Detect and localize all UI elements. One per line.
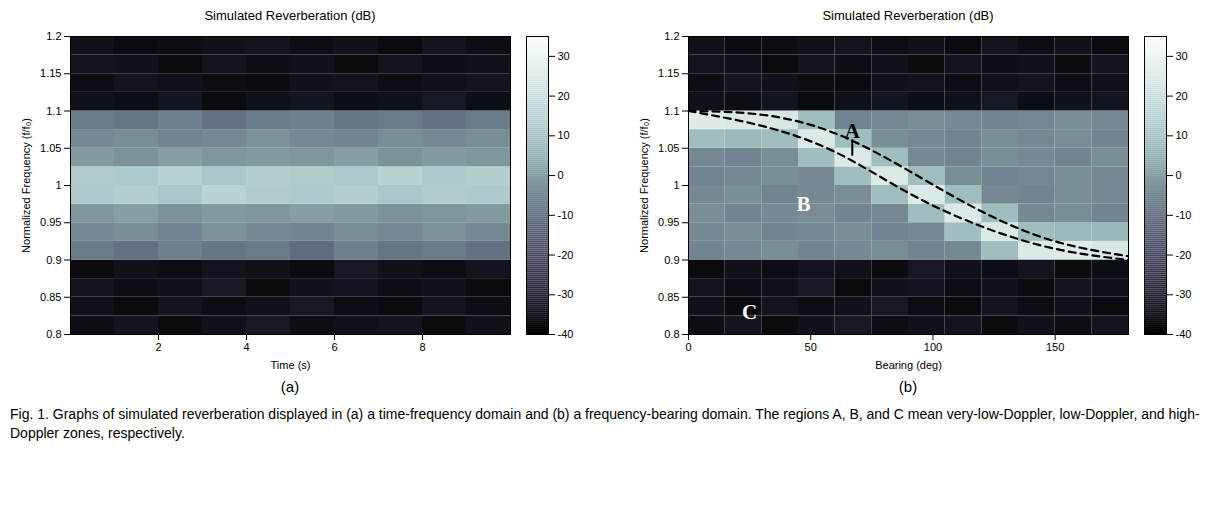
svg-text:6: 6 [331, 341, 337, 353]
svg-text:8: 8 [419, 341, 425, 353]
svg-text:10: 10 [1176, 129, 1188, 141]
svg-text:Bearing (deg): Bearing (deg) [875, 359, 942, 371]
svg-text:-10: -10 [1176, 209, 1192, 221]
svg-text:A: A [845, 119, 861, 143]
svg-text:20: 20 [1176, 90, 1188, 102]
svg-text:20: 20 [558, 90, 570, 102]
svg-text:10: 10 [558, 129, 570, 141]
svg-text:0.85: 0.85 [40, 291, 61, 303]
svg-text:1: 1 [673, 179, 679, 191]
svg-text:-40: -40 [558, 328, 574, 340]
svg-text:30: 30 [558, 50, 570, 62]
svg-text:100: 100 [924, 341, 942, 353]
html-text:Simulated Reverberation (dB): Simulated Reverberation (dB) [822, 8, 994, 23]
svg-text:-20: -20 [558, 249, 574, 261]
svg-text:1.15: 1.15 [40, 67, 61, 79]
svg-text:2: 2 [155, 341, 161, 353]
html-text:Fig. 1. Graphs of simulated re: Fig. 1. Graphs of simulated reverberatio… [10, 406, 1200, 441]
svg-text:4: 4 [243, 341, 249, 353]
svg-text:Normalized Frequency (f/f₀): Normalized Frequency (f/f₀) [20, 118, 32, 253]
svg-text:0.95: 0.95 [40, 216, 61, 228]
svg-text:C: C [742, 300, 757, 324]
svg-text:1: 1 [55, 179, 61, 191]
svg-text:0.85: 0.85 [658, 291, 679, 303]
svg-text:0.8: 0.8 [664, 328, 679, 340]
svg-text:1.2: 1.2 [664, 30, 679, 42]
svg-text:0.95: 0.95 [658, 216, 679, 228]
svg-text:0: 0 [1176, 169, 1182, 181]
svg-text:-30: -30 [558, 288, 574, 300]
svg-text:B: B [796, 192, 810, 216]
svg-text:-40: -40 [1176, 328, 1192, 340]
svg-text:-10: -10 [558, 209, 574, 221]
svg-text:1.15: 1.15 [658, 67, 679, 79]
svg-text:1.1: 1.1 [664, 105, 679, 117]
html-text:(a): (a) [280, 378, 300, 395]
html-text:(b): (b) [898, 378, 918, 395]
svg-text:50: 50 [805, 341, 817, 353]
svg-text:150: 150 [1046, 341, 1064, 353]
svg-text:0.8: 0.8 [46, 328, 61, 340]
svg-text:0.9: 0.9 [46, 254, 61, 266]
html-text:Simulated Reverberation (dB): Simulated Reverberation (dB) [204, 8, 376, 23]
svg-text:1.05: 1.05 [40, 142, 61, 154]
svg-text:1.05: 1.05 [658, 142, 679, 154]
svg-text:0: 0 [558, 169, 564, 181]
svg-text:1.2: 1.2 [46, 30, 61, 42]
svg-text:0: 0 [685, 341, 691, 353]
svg-text:-20: -20 [1176, 249, 1192, 261]
svg-text:-30: -30 [1176, 288, 1192, 300]
svg-text:1.1: 1.1 [46, 105, 61, 117]
svg-text:Normalized Frequency (f/f₀): Normalized Frequency (f/f₀) [638, 118, 650, 253]
svg-text:0.9: 0.9 [664, 254, 679, 266]
svg-text:Time (s): Time (s) [271, 359, 311, 371]
svg-text:30: 30 [1176, 50, 1188, 62]
